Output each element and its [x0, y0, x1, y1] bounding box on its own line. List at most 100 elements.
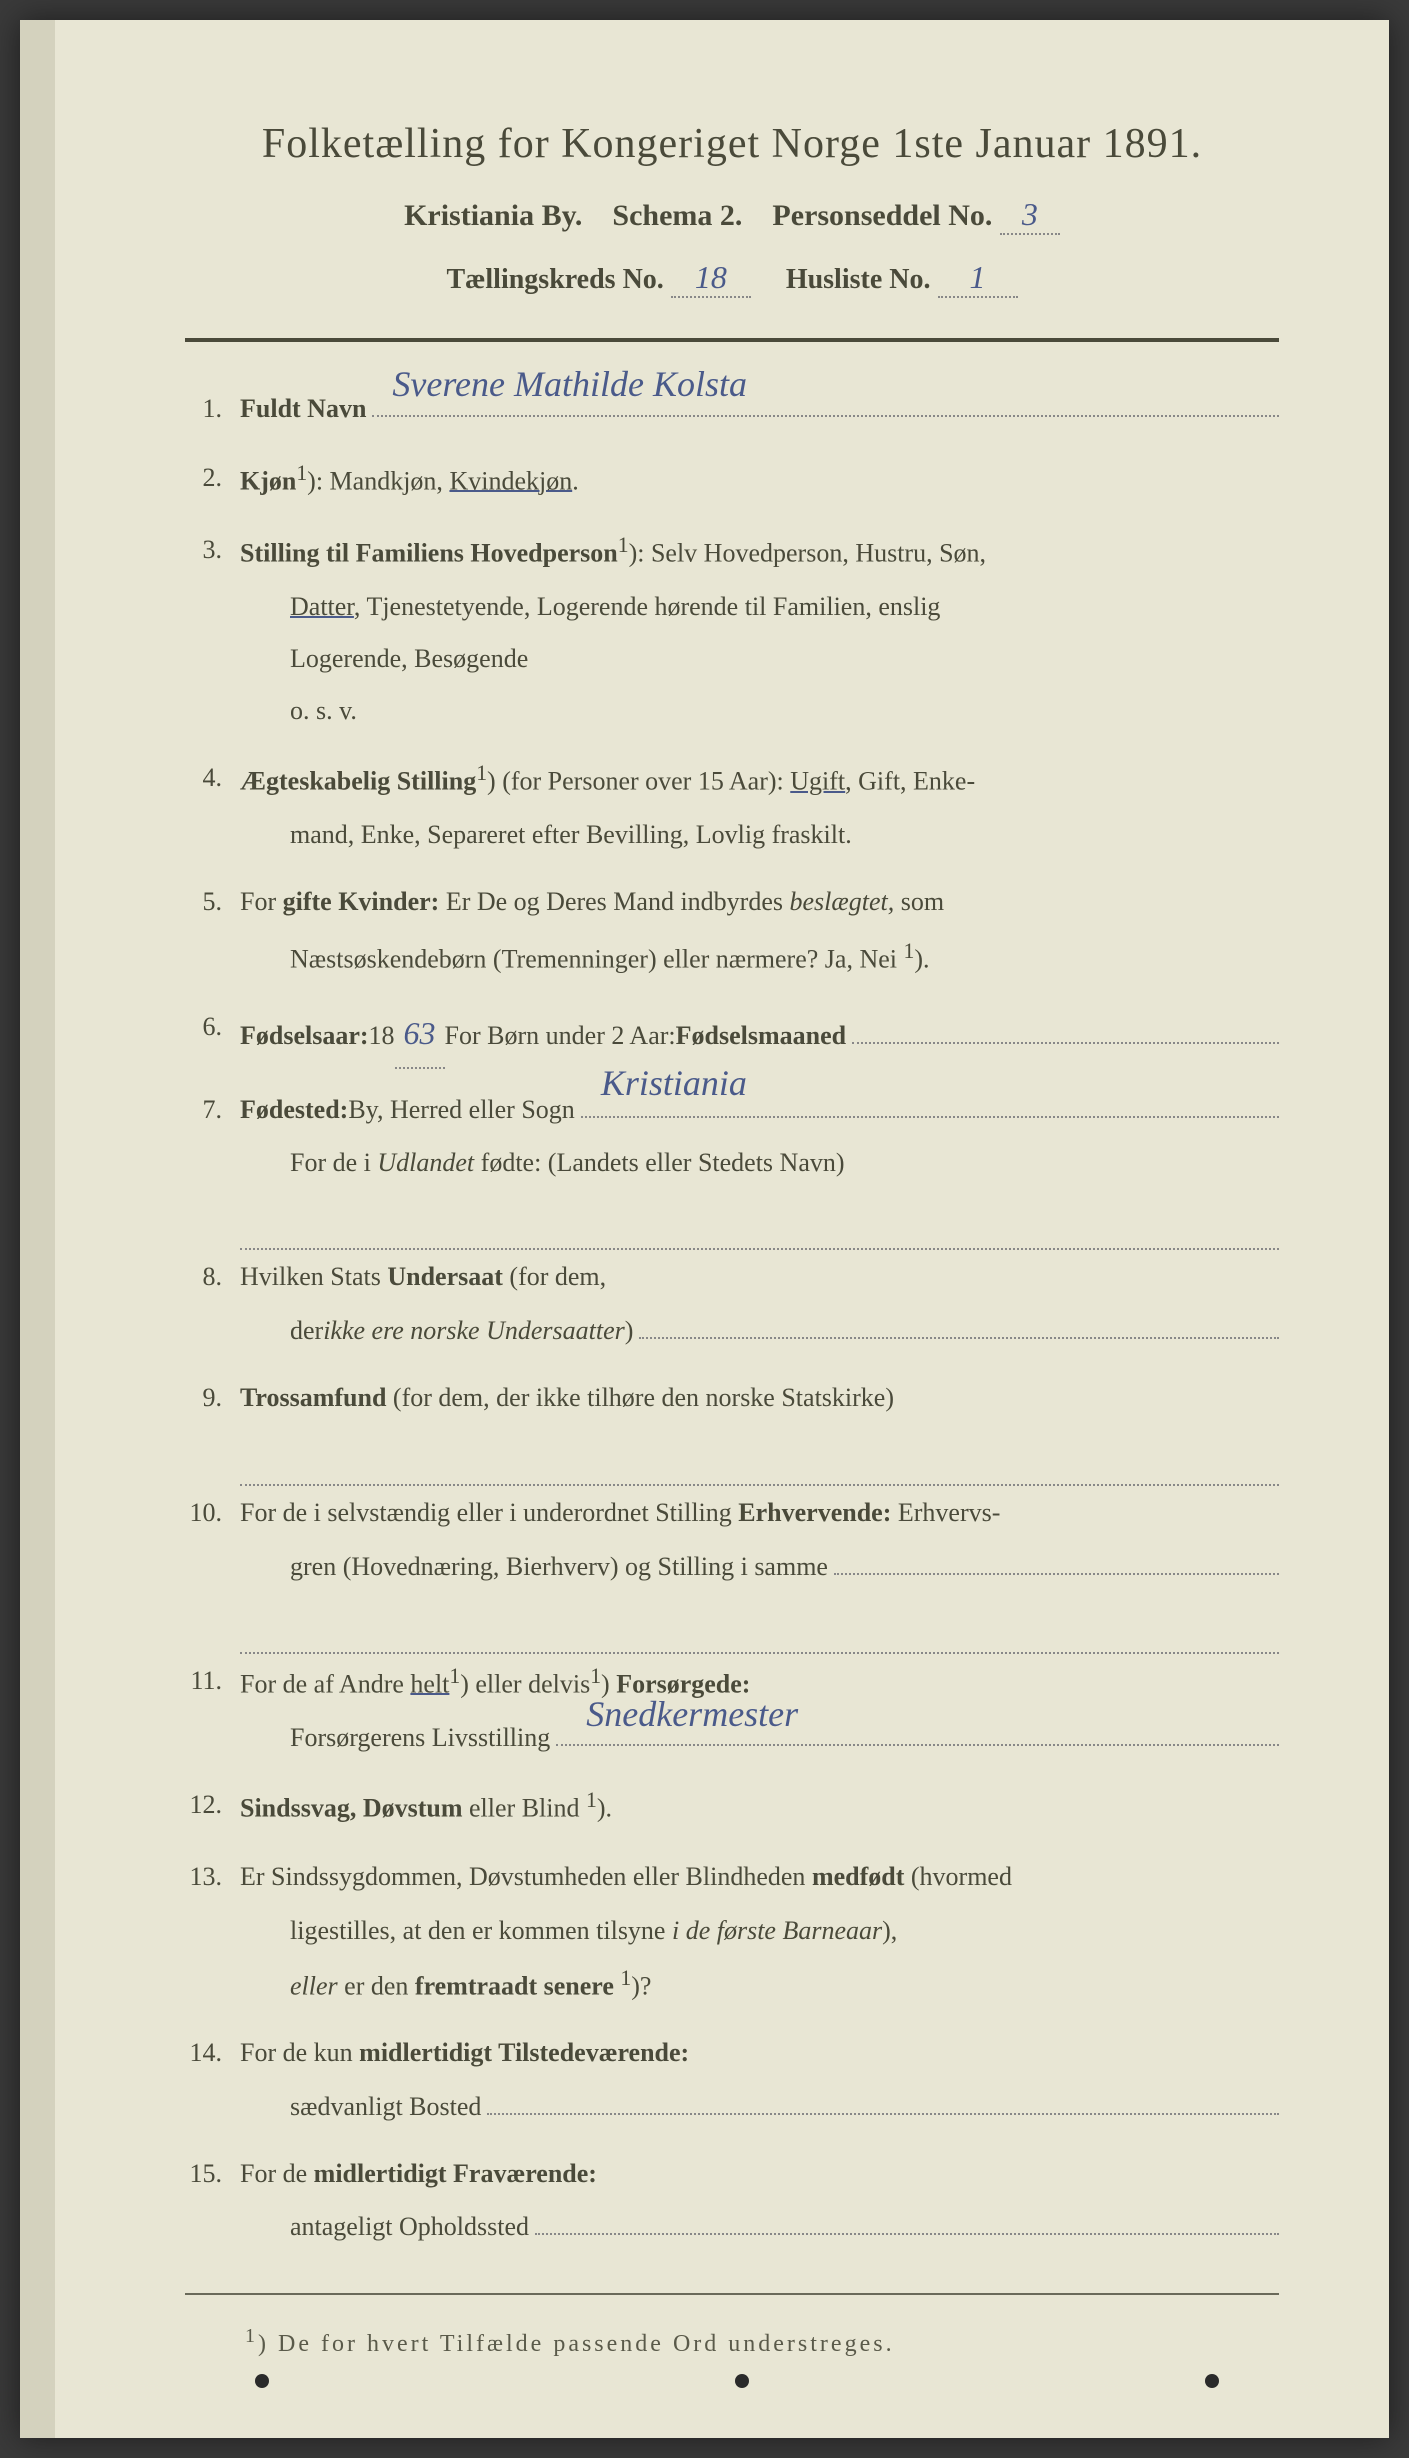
fullname-label: Fuldt Navn [240, 382, 366, 437]
entry-num: 5. [185, 875, 240, 985]
entry-num: 12. [185, 1778, 240, 1836]
entry-body: Stilling til Familiens Hovedperson1): Se… [240, 523, 1279, 737]
personseddel-label: Personseddel No. [772, 199, 992, 232]
birthplace-l2a: For de i [290, 1148, 377, 1177]
birthplace-line1: By, Herred eller Sogn [348, 1083, 574, 1138]
entry-13: 13. Er Sindssygdommen, Døvstumheden elle… [185, 1850, 1279, 2012]
occupation-l1b: Erhvervs- [891, 1498, 1000, 1527]
footnote-ref: 1 [618, 533, 629, 557]
husliste-no-value: 1 [970, 259, 986, 295]
subject-field [639, 1313, 1279, 1339]
provider-l1a: For de af Andre [240, 1669, 410, 1698]
married-pre: For [240, 887, 283, 916]
blank-line [240, 1439, 1279, 1486]
entry-num: 9. [185, 1371, 240, 1426]
congenital-l1b: (hvormed [904, 1862, 1012, 1891]
subject-l2a: der [290, 1305, 323, 1357]
entry-num: 3. [185, 523, 240, 737]
relation-line1: ): Selv Hovedperson, Hustru, Søn, [629, 539, 986, 568]
binding-pin-icon [1205, 2374, 1219, 2388]
entry-7: 7. Fødested: By, Herred eller Sogn Krist… [185, 1083, 1279, 1190]
religion-text: (for dem, der ikke tilhøre den norske St… [386, 1383, 894, 1412]
subject-l2b: ) [625, 1305, 634, 1357]
personseddel-no-field: 3 [1000, 196, 1060, 235]
temp-absent-l1a: For de [240, 2159, 314, 2188]
temp-absent-l2: antageligt Opholdssted [290, 2201, 529, 2253]
entry-body: For de af Andre helt1) eller delvis1) Fo… [240, 1654, 1279, 1764]
subject-cont: der ikke ere norske Undersaatter) [240, 1305, 1279, 1357]
gender-text: ): Mandkjøn, [307, 466, 449, 495]
entry-body: For gifte Kvinder: Er De og Deres Mand i… [240, 875, 1279, 985]
entry-num: 13. [185, 1850, 240, 2012]
gender-selected: Kvindekjøn [449, 466, 572, 495]
entry-10: 10. For de i selvstændig eller i underor… [185, 1486, 1279, 1593]
fullname-value: Sverene Mathilde Kolsta [392, 347, 747, 423]
gender-label: Kjøn [240, 466, 296, 495]
temp-present-l2: sædvanligt Bosted [290, 2081, 481, 2133]
occupation-l1a: For de i selvstændig eller i underordnet… [240, 1498, 738, 1527]
temp-present-l1a: For de kun [240, 2038, 359, 2067]
birthmonth-field [852, 1018, 1279, 1044]
birthyear-prefix: 18 [369, 1009, 395, 1064]
provider-cont: Forsørgerens Livsstilling Snedkermester [240, 1712, 1279, 1764]
footnote: 1) De for hvert Tilfælde passende Ord un… [185, 2325, 1279, 2358]
entry-body: For de kun midlertidigt Tilstedeværende:… [240, 2026, 1279, 2133]
footnote-ref: 1 [296, 461, 307, 485]
tallingskreds-label: Tællingskreds No. [446, 264, 663, 295]
entry-8: 8. Hvilken Stats Undersaat (for dem, der… [185, 1250, 1279, 1357]
entry-body: Kjøn1): Mandkjøn, Kvindekjøn. [240, 451, 1279, 509]
relation-selected: Datter [290, 592, 354, 621]
entry-14: 14. For de kun midlertidigt Tilstedevære… [185, 2026, 1279, 2133]
temp-present-cont: sædvanligt Bosted [240, 2081, 1279, 2133]
entry-num: 6. [185, 1000, 240, 1069]
tallingskreds-no-field: 18 [671, 259, 751, 298]
congenital-ital: i de første Barneaar [672, 1916, 882, 1945]
entry-15: 15. For de midlertidigt Fraværende: anta… [185, 2147, 1279, 2254]
provider-l1b: ) eller delvis [460, 1669, 590, 1698]
temp-present-bold: midlertidigt Tilstedeværende: [359, 2038, 689, 2067]
header-divider [185, 338, 1279, 342]
marital-cont: mand, Enke, Separeret efter Bevilling, L… [240, 809, 1279, 861]
entry-5: 5. For gifte Kvinder: Er De og Deres Man… [185, 875, 1279, 985]
congenital-l2a: ligestilles, at den er kommen tilsyne [290, 1916, 672, 1945]
footnote-ref: 1 [620, 1966, 631, 1990]
main-title: Folketælling for Kongeriget Norge 1ste J… [185, 120, 1279, 168]
relation-line3: Logerende, Besøgende [290, 644, 528, 673]
binding-pin-icon [735, 2374, 749, 2388]
birthyear-value: 63 [404, 1015, 436, 1051]
entry-num: 2. [185, 451, 240, 509]
entry-body: Hvilken Stats Undersaat (for dem, der ik… [240, 1250, 1279, 1357]
disability-end: ). [597, 1793, 612, 1822]
occupation-field [834, 1549, 1279, 1575]
entries-list: 1. Fuldt Navn Sverene Mathilde Kolsta 2.… [185, 382, 1279, 2253]
provider-field: Snedkermester [556, 1720, 1279, 1746]
congenital-b1: medfødt [812, 1862, 904, 1891]
entry-body: Fødested: By, Herred eller Sogn Kristian… [240, 1083, 1279, 1190]
relation-line2: , Tjenestetyende, Logerende hørende til … [354, 592, 941, 621]
congenital-b2: fremtraadt senere [415, 1971, 614, 2000]
entry-4: 4. Ægteskabelig Stilling1) (for Personer… [185, 751, 1279, 861]
entry-num: 10. [185, 1486, 240, 1593]
birthplace-field: Kristiania [581, 1092, 1279, 1118]
entry-num: 4. [185, 751, 240, 861]
marital-line1a: ) (for Personer over 15 Aar): [487, 767, 790, 796]
entry-body: Ægteskabelig Stilling1) (for Personer ov… [240, 751, 1279, 861]
entry-11: 11. For de af Andre helt1) eller delvis1… [185, 1654, 1279, 1764]
footnote-divider [185, 2293, 1279, 2295]
marital-label: Ægteskabelig Stilling [240, 767, 476, 796]
entry-1: 1. Fuldt Navn Sverene Mathilde Kolsta [185, 382, 1279, 437]
footnote-text: ) De for hvert Tilfælde passende Ord und… [258, 2331, 895, 2357]
relation-label: Stilling til Familiens Hovedperson [240, 539, 618, 568]
entry-num: 7. [185, 1083, 240, 1190]
disability-text: eller Blind [463, 1793, 586, 1822]
schema-label: Schema 2. [612, 199, 742, 232]
husliste-label: Husliste No. [786, 264, 931, 295]
city-label: Kristiania By. [404, 199, 582, 232]
birthplace-l2b: fødte: (Landets eller Stedets Navn) [474, 1148, 844, 1177]
subject-l1b: (for dem, [503, 1262, 606, 1291]
census-form-page: Folketælling for Kongeriget Norge 1ste J… [20, 20, 1389, 2438]
binding-pin-icon [255, 2374, 269, 2388]
religion-label: Trossamfund [240, 1383, 386, 1412]
congenital-l3a: eller [290, 1971, 338, 2000]
marital-line1b: , Gift, Enke- [845, 767, 975, 796]
